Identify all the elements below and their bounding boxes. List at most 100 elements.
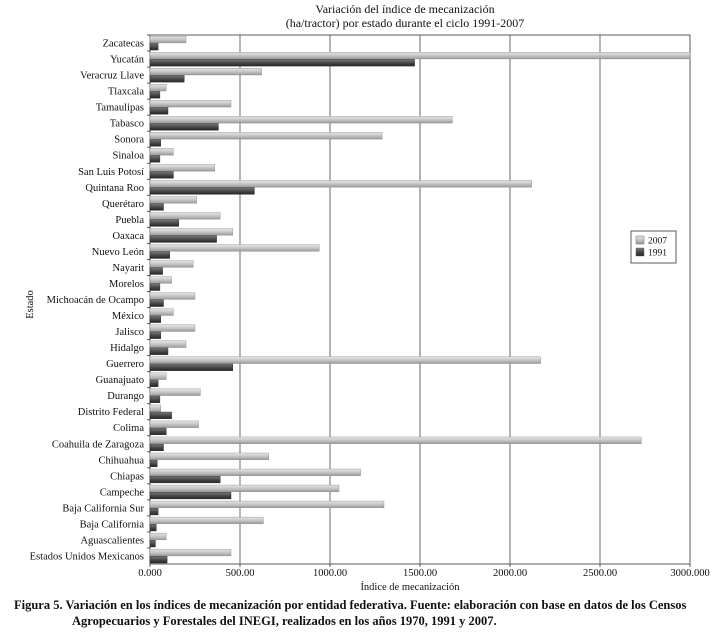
bar-1991 [149,556,168,564]
bar-1991 [149,235,217,243]
category-label: Baja California [80,519,145,530]
bar-1991 [149,299,164,307]
category-label: Chihuahua [99,455,145,466]
x-tick-label: 3000.000 [670,568,709,579]
bar-1991 [149,491,232,500]
category-label: Tabasco [110,119,144,130]
bar-2007 [149,436,642,444]
category-label: Nuevo León [92,247,145,258]
bar-2007 [149,196,197,204]
category-label: Morelos [109,279,144,290]
category-label: Sinaloa [113,151,145,162]
category-label: Yucatán [110,55,145,66]
bar-1991 [149,91,161,99]
bar-2007 [149,404,162,412]
bar-2007 [149,52,691,60]
bar-1991 [149,363,234,371]
bar-2007 [149,516,264,525]
category-label: Hidalgo [110,343,144,354]
category-label: Jalisco [115,327,144,338]
bar-2007 [149,356,541,364]
category-label: Zacatecas [103,39,144,50]
bar-1991 [149,219,179,227]
bar-2007 [149,452,270,460]
category-label: Campeche [100,487,145,498]
bar-2007 [149,420,199,428]
bar-1991 [149,267,163,275]
bar-chart: Variación del índice de mecanización(ha/… [25,2,710,593]
bar-1991 [149,443,164,452]
bar-2007 [149,164,216,172]
bar-1991 [149,347,169,355]
bar-1991 [149,203,164,211]
bar-1991 [149,155,161,163]
bar-1991 [149,123,219,131]
bar-1991 [149,251,170,259]
bar-1991 [149,139,162,147]
legend-swatch-1991 [635,247,645,257]
bar-1991 [149,315,162,323]
category-label: Querétaro [102,199,144,210]
y-axis-label: Estado [25,290,36,319]
x-tick-label: 0.000 [138,568,162,579]
legend-swatch-2007 [635,235,645,245]
category-label: Quintana Roo [85,183,144,194]
bar-1991 [149,59,415,67]
legend-label-2007: 2007 [648,237,667,247]
bar-2007 [149,308,174,316]
x-tick-label: 2000.00 [493,568,527,579]
bar-2007 [149,484,340,492]
bar-1991 [149,524,157,532]
bar-1991 [149,75,185,83]
bar-2007 [149,372,167,380]
bar-1991 [149,107,169,115]
bar-2007 [149,132,383,140]
x-axis-label: Índice de mecanización [360,581,460,593]
category-label: Michoacán de Ocampo [47,295,144,306]
bar-2007 [149,468,361,476]
x-tick-label: 1000.00 [313,568,347,579]
bar-1991 [149,459,158,468]
category-label: Coahuila de Zaragoza [52,439,144,450]
bar-2007 [149,500,385,509]
category-label: San Luis Potosí [78,167,144,178]
category-label: Distrito Federal [78,407,144,418]
bar-1991 [149,331,162,339]
bar-2007 [149,228,234,236]
bar-1991 [149,43,159,51]
category-label: Veracruz Llave [80,71,144,82]
bar-1991 [149,283,161,291]
category-label: Durango [107,391,144,402]
category-label: Oaxaca [113,231,145,242]
bar-2007 [149,212,221,220]
bar-2007 [149,292,196,300]
bar-2007 [149,388,201,396]
bar-1991 [149,475,221,484]
bar-2007 [149,116,453,124]
caption-line-1: Figura 5. Variación en los índices de me… [14,598,687,612]
category-label: México [112,311,144,322]
category-label: Colima [113,423,144,434]
bar-1991 [149,395,161,403]
category-label: Aguascalientes [80,535,144,546]
chart-title-line-1: Variación del índice de mecanización [315,2,494,16]
bar-2007 [149,548,232,557]
caption-line-2: Agropecuarios y Forestales del INEGI, re… [72,614,497,628]
category-label: Puebla [115,215,144,226]
bar-1991 [149,411,172,419]
figure-caption: Figura 5. Variación en los índices de me… [14,597,724,629]
bar-1991 [149,379,159,387]
category-label: Sonora [114,135,144,146]
category-label: Tlaxcala [108,87,144,98]
category-label: Tamaulipas [96,103,144,114]
x-tick-label: 1500.00 [403,568,437,579]
bar-2007 [149,324,196,332]
legend-label-1991: 1991 [648,249,667,259]
bar-2007 [149,180,532,188]
bar-1991 [149,427,167,435]
bar-2007 [149,36,187,44]
bar-2007 [149,84,167,92]
bar-2007 [149,148,174,156]
category-label: Baja California Sur [62,503,144,514]
bar-2007 [149,340,187,348]
